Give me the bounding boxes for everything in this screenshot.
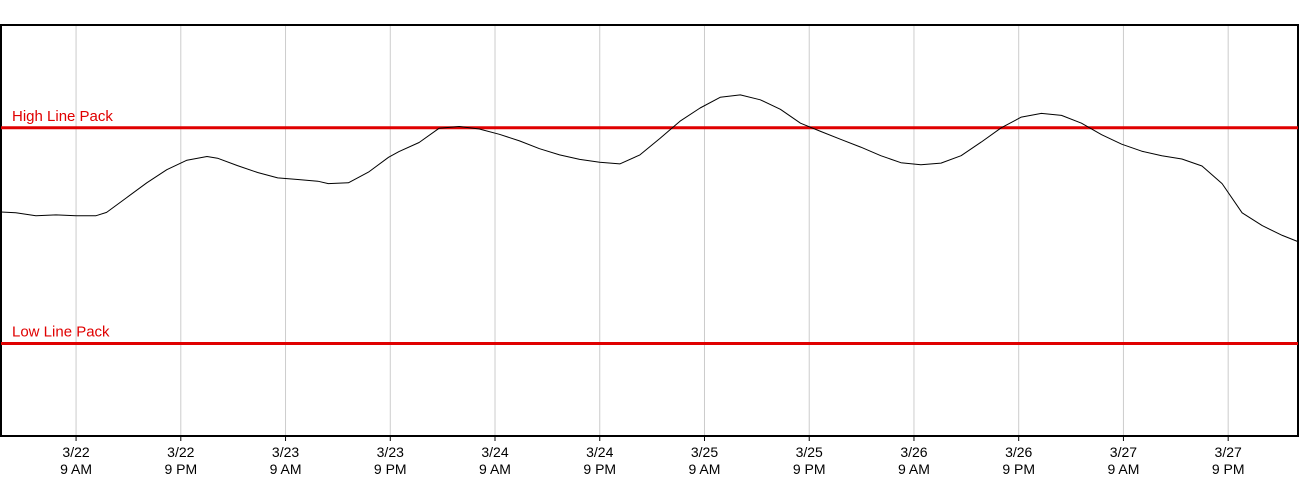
x-axis-tick-labels: 3/229 AM3/229 PM3/239 AM3/239 PM3/249 AM… xyxy=(60,436,1245,477)
x-tick-label-date: 3/23 xyxy=(377,444,404,460)
x-tick-label-date: 3/25 xyxy=(691,444,718,460)
plot-frame xyxy=(0,24,1299,437)
x-tick-label-time: 9 PM xyxy=(164,461,197,477)
grid-lines xyxy=(75,26,1229,435)
x-tick-label-date: 3/27 xyxy=(1110,444,1137,460)
x-tick-label-time: 9 AM xyxy=(898,461,930,477)
x-tick-label-date: 3/22 xyxy=(62,444,89,460)
series-line xyxy=(0,94,1299,243)
x-tick-label-time: 9 PM xyxy=(583,461,616,477)
reference-line-label: Low Line Pack xyxy=(12,324,110,341)
series-layer xyxy=(0,94,1299,243)
x-tick-label-date: 3/22 xyxy=(167,444,194,460)
x-tick-label-time: 9 AM xyxy=(479,461,511,477)
x-tick-label-date: 3/24 xyxy=(586,444,613,460)
x-tick-label-time: 9 PM xyxy=(374,461,407,477)
x-tick-label-time: 9 AM xyxy=(1107,461,1139,477)
x-tick-label-date: 3/27 xyxy=(1215,444,1242,460)
x-tick-label-date: 3/25 xyxy=(796,444,823,460)
x-tick-label-time: 9 PM xyxy=(1212,461,1245,477)
x-tick-label-time: 9 AM xyxy=(270,461,302,477)
reference-line-label: High Line Pack xyxy=(12,108,113,125)
x-tick-label-date: 3/23 xyxy=(272,444,299,460)
x-tick-label-time: 9 AM xyxy=(60,461,92,477)
x-tick-label-time: 9 PM xyxy=(793,461,826,477)
x-tick-label-time: 9 PM xyxy=(1002,461,1035,477)
x-tick-label-date: 3/24 xyxy=(481,444,508,460)
reference-lines: High Line Pack Low Line Pack xyxy=(1,108,1298,346)
x-tick-label-date: 3/26 xyxy=(900,444,927,460)
x-tick-label-time: 9 AM xyxy=(689,461,721,477)
x-tick-label-date: 3/26 xyxy=(1005,444,1032,460)
